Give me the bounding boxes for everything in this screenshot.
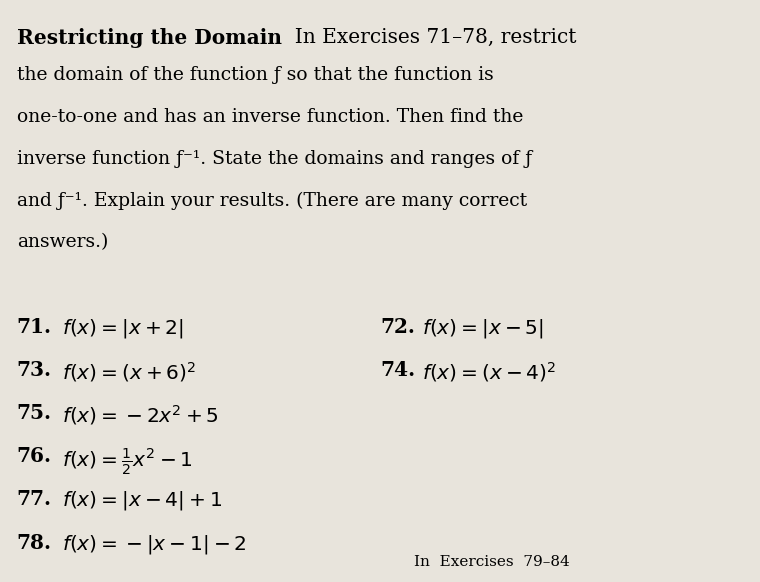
Text: $f(x) = (x-4)^2$: $f(x) = (x-4)^2$: [422, 360, 556, 384]
Text: 76.: 76.: [17, 446, 52, 466]
Text: $f(x) = -|x-1|-2$: $f(x) = -|x-1|-2$: [62, 533, 247, 556]
Text: Restricting the Domain: Restricting the Domain: [17, 28, 282, 48]
Text: 75.: 75.: [17, 403, 52, 423]
Text: 74.: 74.: [380, 360, 415, 380]
Text: 71.: 71.: [17, 317, 52, 337]
Text: $f(x) = |x+2|$: $f(x) = |x+2|$: [62, 317, 184, 340]
Text: $f(x) = -2x^2+5$: $f(x) = -2x^2+5$: [62, 403, 219, 427]
Text: the domain of the function ƒ so that the function is: the domain of the function ƒ so that the…: [17, 66, 493, 84]
Text: $f(x) = |x-5|$: $f(x) = |x-5|$: [422, 317, 543, 340]
Text: In Exercises 71–78, restrict: In Exercises 71–78, restrict: [282, 28, 576, 47]
Text: $f(x) = |x-4|+1$: $f(x) = |x-4|+1$: [62, 489, 223, 513]
Text: one-to-one and has an inverse function. Then find the: one-to-one and has an inverse function. …: [17, 108, 523, 126]
Text: answers.): answers.): [17, 233, 108, 251]
Text: 78.: 78.: [17, 533, 52, 552]
Text: 73.: 73.: [17, 360, 52, 380]
Text: $f(x) = (x+6)^2$: $f(x) = (x+6)^2$: [62, 360, 197, 384]
Text: inverse function ƒ⁻¹. State the domains and ranges of ƒ: inverse function ƒ⁻¹. State the domains …: [17, 150, 532, 168]
Text: In  Exercises  79–84: In Exercises 79–84: [414, 555, 570, 569]
Text: $f(x) = \frac{1}{2}x^2-1$: $f(x) = \frac{1}{2}x^2-1$: [62, 446, 193, 477]
Text: and ƒ⁻¹. Explain your results. (There are many correct: and ƒ⁻¹. Explain your results. (There ar…: [17, 191, 527, 210]
Text: 72.: 72.: [380, 317, 415, 337]
Text: 77.: 77.: [17, 489, 52, 509]
